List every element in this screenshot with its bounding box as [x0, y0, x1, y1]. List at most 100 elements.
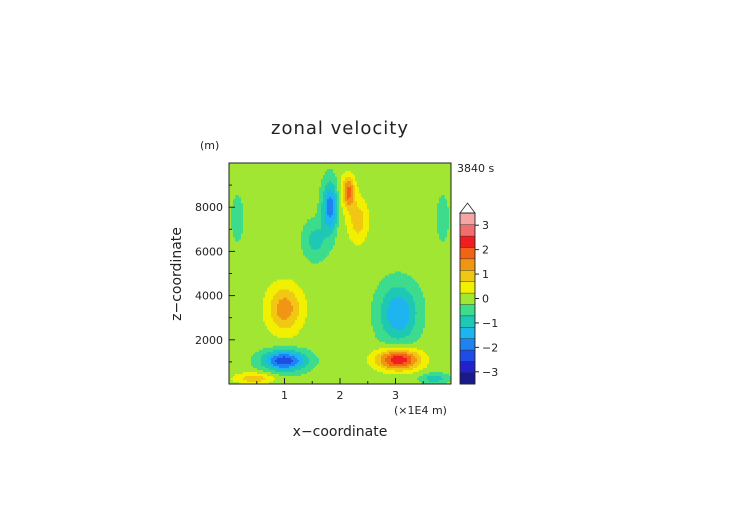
field-cell	[255, 165, 258, 168]
field-cell	[265, 187, 268, 190]
field-cell	[253, 243, 256, 246]
field-cell	[241, 247, 244, 250]
field-cell	[247, 297, 250, 301]
field-cell	[267, 279, 270, 282]
field-cell	[233, 321, 236, 325]
field-cell	[247, 283, 250, 286]
field-cell	[251, 235, 254, 238]
field-cell	[245, 253, 248, 256]
field-cell	[237, 179, 240, 182]
field-cell	[269, 181, 272, 184]
field-cell	[247, 163, 250, 166]
field-cell	[241, 299, 244, 303]
field-cell	[249, 361, 252, 365]
field-cell	[241, 351, 244, 355]
field-cell	[251, 361, 254, 365]
field-cell	[235, 301, 238, 305]
field-cell	[229, 315, 232, 319]
field-cell	[245, 353, 248, 357]
field-cell	[267, 361, 270, 365]
field-cell	[233, 235, 236, 238]
field-cell	[271, 247, 274, 250]
field-cell	[239, 335, 242, 339]
field-cell	[247, 351, 250, 355]
field-cell	[237, 195, 240, 198]
field-cell	[265, 261, 268, 264]
field-cell	[233, 329, 236, 333]
field-cell	[237, 375, 240, 379]
field-cell	[251, 347, 254, 351]
field-cell	[261, 331, 264, 335]
field-cell	[249, 165, 252, 168]
field-cell	[237, 249, 240, 252]
field-cell	[259, 273, 262, 276]
field-cell	[229, 265, 232, 268]
field-cell	[259, 251, 262, 254]
field-cell	[235, 283, 238, 286]
field-cell	[251, 181, 254, 184]
field-cell	[269, 359, 272, 363]
field-cell	[265, 203, 268, 206]
field-cell	[231, 275, 234, 278]
field-cell	[235, 265, 238, 268]
field-cell	[229, 163, 232, 166]
field-cell	[257, 343, 260, 347]
field-cell	[269, 235, 272, 238]
field-cell	[259, 229, 262, 232]
field-cell	[267, 327, 270, 331]
field-cell	[263, 279, 266, 282]
field-cell	[259, 291, 262, 294]
field-cell	[257, 253, 260, 256]
field-cell	[243, 289, 246, 292]
field-cell	[265, 319, 268, 323]
field-cell	[269, 347, 272, 351]
field-cell	[269, 183, 272, 186]
field-cell	[245, 333, 248, 337]
field-cell	[239, 375, 242, 379]
field-cell	[255, 219, 258, 222]
field-cell	[249, 163, 252, 166]
field-cell	[269, 259, 272, 262]
field-cell	[259, 313, 262, 317]
field-cell	[257, 189, 260, 192]
field-cell	[249, 311, 252, 315]
field-cell	[229, 233, 232, 236]
field-cell	[235, 187, 238, 190]
field-cell	[251, 323, 254, 327]
field-cell	[261, 285, 264, 288]
field-cell	[267, 197, 270, 200]
field-cell	[241, 237, 244, 240]
field-cell	[231, 355, 234, 359]
field-cell	[269, 325, 272, 329]
field-cell	[249, 357, 252, 361]
field-cell	[271, 199, 274, 202]
field-cell	[249, 335, 252, 339]
field-cell	[229, 361, 232, 365]
field-cell	[265, 231, 268, 234]
field-cell	[231, 217, 234, 220]
field-cell	[237, 229, 240, 232]
field-cell	[251, 353, 254, 357]
field-cell	[241, 353, 244, 357]
field-cell	[249, 277, 252, 280]
field-cell	[261, 181, 264, 184]
field-cell	[267, 193, 270, 196]
field-cell	[249, 181, 252, 184]
field-cell	[257, 249, 260, 252]
field-cell	[251, 329, 254, 333]
field-cell	[261, 371, 264, 375]
field-cell	[257, 285, 260, 288]
field-cell	[263, 369, 266, 373]
field-cell	[235, 223, 238, 226]
field-cell	[235, 167, 238, 170]
field-cell	[243, 257, 246, 260]
field-cell	[251, 359, 254, 363]
field-cell	[259, 227, 262, 230]
field-cell	[243, 273, 246, 276]
field-cell	[263, 365, 266, 369]
field-cell	[247, 173, 250, 176]
field-cell	[239, 331, 242, 335]
field-cell	[265, 247, 268, 250]
field-cell	[231, 289, 234, 292]
field-cell	[253, 355, 256, 359]
